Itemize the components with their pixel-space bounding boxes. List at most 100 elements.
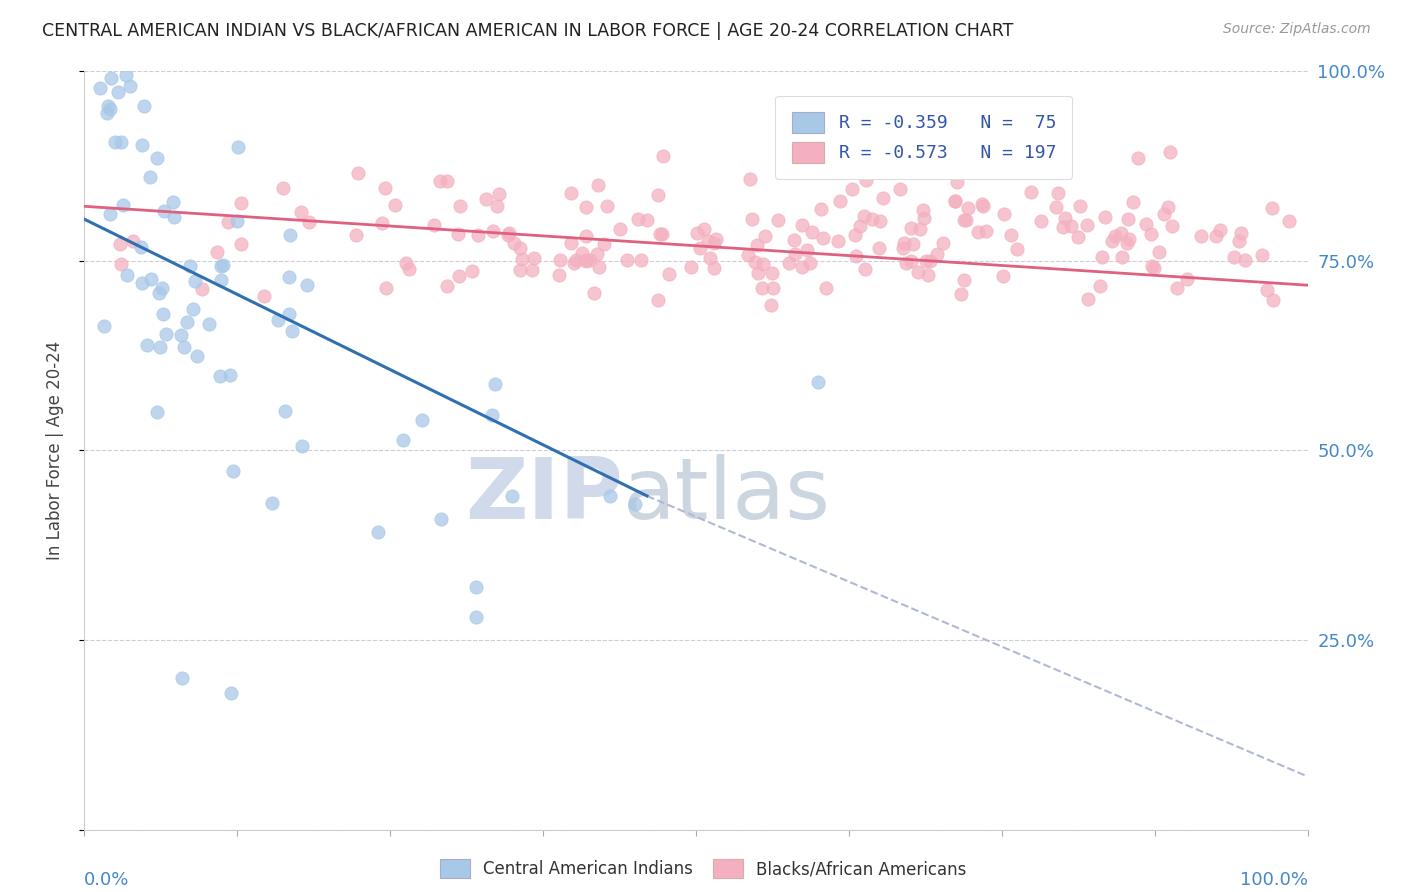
- Point: [1091, 250, 1114, 264]
- Point: [461, 264, 484, 278]
- Point: [815, 280, 838, 294]
- Point: [562, 256, 585, 270]
- Point: [813, 231, 835, 245]
- Legend: Central American Indians, Blacks/African Americans: Central American Indians, Blacks/African…: [433, 853, 973, 885]
- Point: [754, 228, 776, 243]
- Point: [447, 227, 470, 242]
- Point: [110, 135, 132, 149]
- Point: [855, 173, 877, 187]
- Point: [1166, 281, 1188, 295]
- Point: [579, 252, 602, 267]
- Point: [146, 151, 169, 165]
- Point: [1122, 195, 1144, 210]
- Text: CENTRAL AMERICAN INDIAN VS BLACK/AFRICAN AMERICAN IN LABOR FORCE | AGE 20-24 COR: CENTRAL AMERICAN INDIAN VS BLACK/AFRICAN…: [42, 22, 1014, 40]
- Point: [108, 236, 131, 251]
- Point: [1045, 200, 1067, 214]
- Point: [229, 237, 252, 252]
- Text: atlas: atlas: [623, 454, 831, 538]
- Point: [571, 245, 593, 260]
- Point: [946, 175, 969, 189]
- Point: [267, 313, 290, 327]
- Point: [278, 306, 301, 320]
- Point: [503, 236, 526, 251]
- Point: [169, 328, 191, 343]
- Point: [464, 610, 486, 624]
- Point: [347, 166, 370, 180]
- Point: [1069, 198, 1091, 212]
- Point: [278, 227, 301, 242]
- Point: [212, 258, 235, 272]
- Point: [932, 235, 955, 250]
- Point: [398, 262, 420, 277]
- Point: [761, 281, 783, 295]
- Point: [647, 187, 669, 202]
- Point: [702, 260, 724, 275]
- Point: [747, 238, 769, 252]
- Point: [222, 464, 245, 478]
- Point: [799, 256, 821, 270]
- Point: [993, 206, 1015, 220]
- Point: [636, 213, 658, 227]
- Point: [134, 99, 156, 113]
- Point: [225, 214, 247, 228]
- Point: [179, 259, 201, 273]
- Text: Source: ZipAtlas.com: Source: ZipAtlas.com: [1223, 22, 1371, 37]
- Point: [828, 194, 851, 209]
- Point: [955, 212, 977, 227]
- Point: [1104, 229, 1126, 244]
- Point: [868, 241, 890, 255]
- Point: [609, 222, 631, 236]
- Point: [699, 251, 721, 265]
- Point: [1019, 186, 1042, 200]
- Point: [920, 254, 942, 268]
- Point: [575, 253, 598, 268]
- Point: [290, 204, 312, 219]
- Point: [1033, 161, 1056, 176]
- Point: [112, 197, 135, 211]
- Point: [100, 71, 122, 86]
- Point: [1031, 213, 1053, 227]
- Point: [1153, 207, 1175, 221]
- Point: [626, 211, 648, 226]
- Point: [198, 318, 221, 332]
- Point: [89, 81, 111, 95]
- Point: [436, 278, 458, 293]
- Point: [281, 325, 304, 339]
- Point: [593, 237, 616, 252]
- Point: [599, 489, 621, 503]
- Point: [548, 253, 571, 268]
- Point: [810, 202, 832, 216]
- Point: [575, 253, 598, 268]
- Point: [917, 268, 939, 283]
- Point: [630, 252, 652, 267]
- Point: [295, 277, 318, 292]
- Point: [752, 257, 775, 271]
- Point: [1126, 151, 1149, 165]
- Point: [783, 233, 806, 247]
- Point: [1005, 242, 1028, 256]
- Point: [131, 276, 153, 290]
- Point: [502, 489, 524, 503]
- Point: [253, 288, 276, 302]
- Point: [1067, 230, 1090, 244]
- Point: [118, 79, 141, 94]
- Point: [155, 326, 177, 341]
- Point: [176, 315, 198, 329]
- Point: [384, 198, 406, 212]
- Point: [900, 221, 922, 235]
- Point: [925, 247, 948, 261]
- Point: [778, 256, 800, 270]
- Point: [184, 274, 207, 288]
- Point: [217, 215, 239, 229]
- Point: [957, 202, 980, 216]
- Point: [972, 199, 994, 213]
- Point: [411, 413, 433, 427]
- Point: [953, 273, 976, 287]
- Point: [510, 252, 533, 266]
- Point: [703, 236, 725, 251]
- Point: [97, 98, 120, 112]
- Point: [1115, 236, 1137, 251]
- Point: [162, 211, 184, 225]
- Point: [374, 181, 396, 195]
- Point: [943, 194, 966, 208]
